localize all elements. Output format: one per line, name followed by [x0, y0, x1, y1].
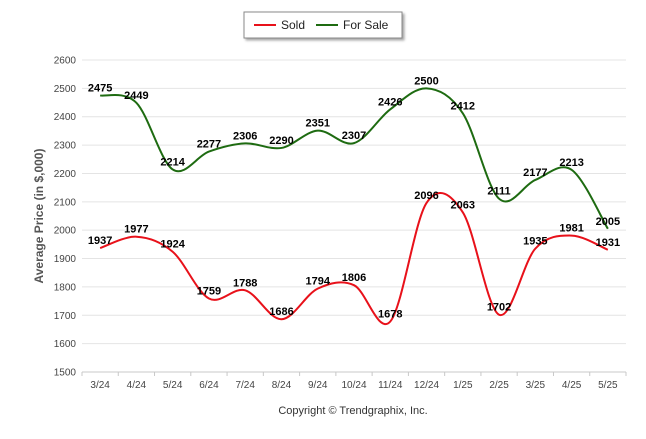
data-label-sold: 1686	[269, 306, 293, 318]
y-tick-label: 1900	[54, 254, 77, 265]
y-tick-label: 2000	[54, 226, 77, 237]
series-lines	[99, 87, 609, 326]
data-label-sold: 1937	[88, 235, 112, 247]
data-label-for-sale: 2177	[523, 167, 547, 179]
data-label-sold: 2096	[414, 190, 438, 202]
data-label-sold: 1924	[160, 239, 185, 251]
data-label-sold: 1935	[523, 236, 547, 248]
x-tick-label: 11/24	[378, 380, 403, 391]
x-tick-label: 4/25	[562, 380, 582, 391]
gridlines	[82, 59, 626, 373]
y-tick-label: 1600	[54, 339, 77, 350]
x-tick-label: 8/24	[272, 380, 292, 391]
data-label-for-sale: 2500	[414, 75, 438, 87]
data-label-for-sale: 2214	[160, 156, 185, 168]
x-axis: 3/24 4/24 5/24 6/24 7/24 8/24 9/24 10/24 11/24 12…	[81, 372, 627, 391]
copyright-credit: Copyright © Trendgraphix, Inc.	[278, 405, 427, 417]
data-label-for-sale: 2475	[88, 82, 112, 94]
x-tick-label: 4/24	[127, 380, 147, 391]
data-label-for-sale: 2111	[487, 186, 510, 198]
plot-area	[82, 60, 626, 372]
data-label-for-sale: 2351	[305, 118, 329, 130]
data-label-sold: 1759	[197, 286, 221, 298]
data-label-for-sale: 2412	[451, 100, 475, 112]
series-line-sold	[99, 192, 609, 326]
legend[interactable]: Sold For Sale	[243, 11, 403, 39]
x-tick-label: 1/25	[453, 380, 473, 391]
data-label-sold: 1977	[124, 224, 148, 236]
y-axis-title: Average Price (in $,000)	[32, 149, 46, 284]
x-tick-label: 6/24	[199, 380, 219, 391]
x-tick-label: 5/24	[163, 380, 183, 391]
y-tick-label: 2400	[54, 112, 77, 123]
x-tick-label: 3/25	[526, 380, 546, 391]
x-tick-label: 9/24	[308, 380, 328, 391]
data-label-for-sale: 2307	[342, 130, 366, 142]
y-tick-label: 2500	[54, 84, 77, 95]
series-line-for-sale	[99, 87, 609, 230]
data-label-for-sale: 2005	[596, 216, 620, 228]
x-tick-label: 3/24	[90, 380, 110, 391]
data-label-for-sale: 2277	[197, 139, 221, 151]
x-tick-label: 12/24	[414, 380, 439, 391]
data-label-sold: 1678	[378, 309, 402, 321]
legend-label-for-sale[interactable]: For Sale	[343, 18, 389, 32]
data-labels: 1937 1977 1924 1759 1788 1686 1794 1806 1678 2096…	[88, 75, 620, 320]
y-tick-label: 1700	[54, 311, 77, 322]
x-tick-label: 5/25	[598, 380, 618, 391]
data-label-sold: 1806	[342, 272, 366, 284]
data-label-for-sale: 2306	[233, 130, 257, 142]
data-label-sold: 2063	[451, 199, 475, 211]
data-label-for-sale: 2449	[124, 90, 148, 102]
y-tick-label: 1800	[54, 282, 77, 293]
data-label-for-sale: 2213	[559, 157, 583, 169]
y-tick-label: 2200	[54, 169, 77, 180]
x-tick-label: 2/25	[489, 380, 509, 391]
y-tick-label: 2100	[54, 197, 77, 208]
x-tick-label: 10/24	[341, 380, 366, 391]
legend-label-sold[interactable]: Sold	[281, 18, 305, 32]
y-axis: 1500 1600 1700 1800 1900 2000 2100 2200 2300 2400…	[54, 56, 77, 379]
x-tick-label: 7/24	[235, 380, 255, 391]
data-label-sold: 1788	[233, 277, 257, 289]
y-tick-label: 2300	[54, 141, 77, 152]
y-tick-label: 1500	[54, 368, 77, 379]
data-label-sold: 1981	[559, 223, 583, 235]
data-label-sold: 1931	[596, 237, 620, 249]
data-label-for-sale: 2290	[269, 135, 293, 147]
data-label-for-sale: 2426	[378, 96, 402, 108]
data-label-sold: 1702	[487, 302, 511, 314]
y-tick-label: 2600	[54, 56, 77, 67]
data-label-sold: 1794	[305, 276, 330, 288]
